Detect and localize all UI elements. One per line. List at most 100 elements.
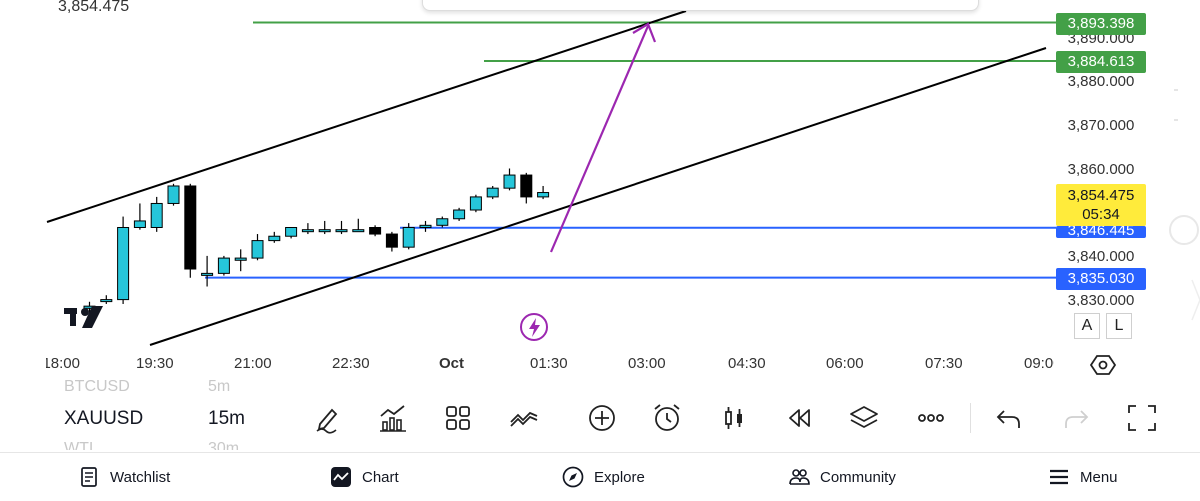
nav-community[interactable]: Community xyxy=(788,453,896,501)
candle-body xyxy=(201,272,214,276)
green-line-upper-label: 3,893.398 xyxy=(1056,13,1146,35)
bottom-navigation: Watchlist Chart Explore Community Menu xyxy=(0,452,1200,501)
candle-body xyxy=(150,202,163,228)
candle-body xyxy=(537,192,550,198)
nav-watchlist[interactable]: Watchlist xyxy=(78,453,170,501)
candle-body xyxy=(486,187,499,198)
chart-area[interactable]: 3,854.475 3,890.000 3,880.000 3,870.000 … xyxy=(0,0,1200,385)
candle-icon[interactable] xyxy=(718,402,750,434)
candle-body xyxy=(301,229,314,233)
nav-label: Explore xyxy=(594,468,645,486)
candle-body xyxy=(419,224,432,228)
time-tick: 04:30 xyxy=(728,355,766,372)
indicators-icon[interactable] xyxy=(377,402,409,434)
time-tick: 19:30 xyxy=(136,355,174,372)
alarm-icon[interactable] xyxy=(651,402,683,434)
candle-body xyxy=(251,240,264,259)
community-icon xyxy=(789,469,810,485)
symbol-current[interactable]: XAUUSD xyxy=(64,408,144,429)
channel-upper-line xyxy=(46,10,687,223)
auto-scale-button[interactable]: A xyxy=(1074,313,1100,339)
time-tick: 09:00 xyxy=(1024,355,1054,372)
nav-label: Menu xyxy=(1080,468,1118,486)
time-tick: 18:00 xyxy=(46,355,80,372)
chart-toolbar: BTCUSD XAUUSD WTI 5m 15m 30m xyxy=(0,378,1200,450)
right-edge-controls xyxy=(1152,60,1200,380)
interval-above[interactable]: 5m xyxy=(208,378,231,392)
chart-settings-icon[interactable] xyxy=(1090,353,1116,377)
time-tick: 06:00 xyxy=(826,355,864,372)
interval-current[interactable]: 15m xyxy=(208,408,245,429)
pencil-icon[interactable] xyxy=(312,402,344,434)
candle-body xyxy=(100,299,113,303)
candle-body xyxy=(217,257,230,274)
channel-lower-line xyxy=(149,47,1047,346)
replay-icon[interactable] xyxy=(783,402,815,434)
time-tick: 03:00 xyxy=(628,355,666,372)
fullscreen-icon[interactable] xyxy=(1126,402,1158,434)
axis-price-label: 3,870.000 xyxy=(1067,117,1135,134)
candle-body xyxy=(385,233,398,248)
nav-label: Community xyxy=(820,468,896,486)
logo-part xyxy=(70,308,76,326)
compass-icon xyxy=(562,466,584,488)
logo-part xyxy=(81,308,89,316)
templates-icon[interactable] xyxy=(442,402,474,434)
candle-body xyxy=(503,174,516,189)
ohlc-price-readout: 3,854.475 xyxy=(58,0,130,15)
candle-body xyxy=(436,218,449,226)
candle-body xyxy=(453,209,466,220)
layers-icon[interactable] xyxy=(848,402,880,434)
axis-price-label: 3,840.000 xyxy=(1067,248,1135,265)
lightning-bolt-icon xyxy=(529,318,540,337)
candle-body xyxy=(469,196,482,211)
nav-label: Chart xyxy=(362,468,399,486)
candle-body xyxy=(285,226,298,237)
nav-explore[interactable]: Explore xyxy=(562,453,645,501)
log-scale-button[interactable]: L xyxy=(1106,313,1132,339)
nav-chart[interactable]: Chart xyxy=(330,453,399,501)
blue-line-upper-label: 3,846.445 xyxy=(1056,226,1146,238)
symbol-above[interactable]: BTCUSD xyxy=(64,378,130,392)
time-tick: 07:30 xyxy=(925,355,963,372)
logo-part xyxy=(82,306,103,328)
blue-line-lower-label: 3,835.030 xyxy=(1056,268,1146,290)
candle-body xyxy=(268,235,281,242)
menu-icon xyxy=(1050,469,1068,485)
time-tick: Oct xyxy=(439,355,465,372)
axis-price-label: 3,880.000 xyxy=(1067,73,1135,90)
candle-body xyxy=(318,229,331,233)
candle-body xyxy=(133,220,146,228)
candle-body xyxy=(520,174,533,198)
forecast-arrow-head xyxy=(632,22,657,43)
candle-body xyxy=(234,257,247,261)
time-tick: 01:30 xyxy=(530,355,568,372)
bar-countdown: 05:34 xyxy=(1082,206,1120,223)
axis-price-label: 3,830.000 xyxy=(1067,292,1135,306)
candle-body xyxy=(402,226,415,248)
compare-icon[interactable] xyxy=(508,402,540,434)
price-chart[interactable] xyxy=(0,0,1200,385)
more-icon[interactable] xyxy=(915,402,947,434)
candle-body xyxy=(369,226,382,235)
forecast-arrow xyxy=(549,25,650,253)
current-price-value: 3,854.475 xyxy=(1067,187,1135,204)
axis-price-label: 3,860.000 xyxy=(1067,161,1135,178)
candle-body xyxy=(167,185,180,204)
nav-label: Watchlist xyxy=(110,468,171,486)
symbol-below[interactable]: WTI xyxy=(64,440,94,450)
candle-body xyxy=(335,229,348,233)
tradingview-logo xyxy=(64,306,103,328)
watchlist-icon xyxy=(81,467,97,487)
redo-icon[interactable] xyxy=(1060,402,1092,434)
candle-body xyxy=(184,185,197,270)
candle-body xyxy=(352,229,365,233)
nav-menu[interactable]: Menu xyxy=(1048,453,1118,501)
green-line-lower-label: 3,884.613 xyxy=(1056,51,1146,73)
add-icon[interactable] xyxy=(586,402,618,434)
undo-icon[interactable] xyxy=(993,402,1025,434)
candle-body xyxy=(117,226,130,301)
toolbar-divider xyxy=(970,403,971,433)
time-tick: 21:00 xyxy=(234,355,272,372)
interval-below[interactable]: 30m xyxy=(208,440,240,450)
